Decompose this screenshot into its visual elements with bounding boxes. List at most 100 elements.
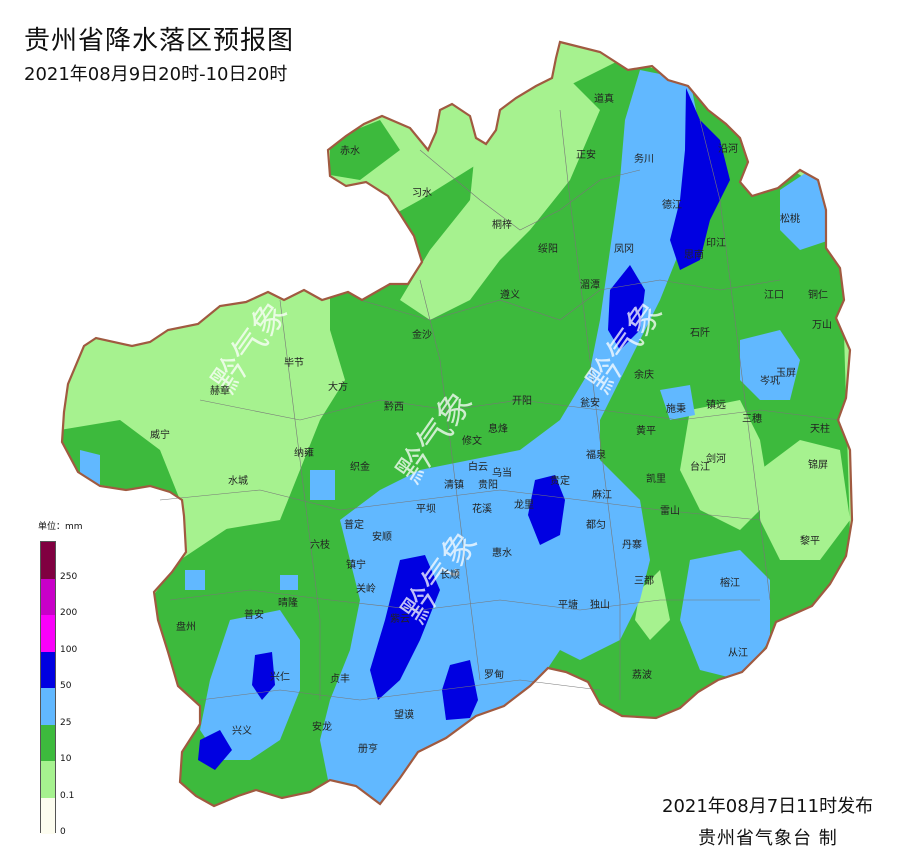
- legend-label: 25: [60, 717, 72, 728]
- legend-swatch: [41, 688, 55, 725]
- place-label: 思南: [684, 248, 704, 261]
- rain-50-100-zone-xingyi: [198, 730, 232, 770]
- place-label: 花溪: [472, 502, 492, 515]
- place-label: 长顺: [440, 569, 460, 581]
- place-label: 道真: [594, 92, 614, 105]
- rain-0.1-10-pocket-east: [680, 400, 770, 530]
- place-label: 福泉: [586, 448, 606, 461]
- place-label: 麻江: [592, 488, 612, 501]
- place-label: 龙里: [514, 498, 534, 511]
- place-label: 赫章: [210, 384, 230, 397]
- legend-swatch: [41, 724, 55, 761]
- place-label: 纳雍: [294, 446, 314, 459]
- place-label: 余庆: [634, 368, 654, 381]
- rain-0.1-10-pocket-south: [635, 570, 670, 640]
- place-label: 六枝: [310, 538, 330, 551]
- place-label: 盘州: [176, 620, 196, 633]
- place-label: 赤水: [340, 145, 360, 157]
- place-labels: 道真 赤水 习水 正安 务川 沿河 德江 松桃 桐梓 绥阳 凤冈 印江 思南 湄…: [150, 92, 832, 755]
- place-label: 镇远: [706, 398, 726, 411]
- legend-label: 0.1: [60, 790, 75, 801]
- map-title: 贵州省降水落区预报图: [24, 26, 295, 56]
- place-label: 桐梓: [492, 218, 512, 231]
- place-label: 独山: [590, 598, 610, 611]
- place-label: 关岭: [356, 582, 376, 595]
- place-label: 乌当: [492, 466, 512, 479]
- place-label: 沿河: [718, 143, 738, 155]
- place-label: 开阳: [512, 395, 532, 407]
- place-label: 紫云: [390, 613, 410, 625]
- place-label: 贵阳: [478, 478, 498, 491]
- rain-25-50-zone-songtao: [780, 170, 830, 250]
- place-label: 三穗: [742, 412, 762, 425]
- place-label: 金沙: [412, 328, 432, 341]
- place-label: 息烽: [488, 422, 508, 435]
- place-label: 天柱: [810, 422, 830, 435]
- place-label: 荔波: [632, 668, 652, 681]
- place-label: 安顺: [372, 530, 392, 543]
- place-label: 黎平: [800, 534, 820, 547]
- legend-swatch: [41, 651, 55, 688]
- rain-25-50-zone-shibing: [660, 385, 695, 420]
- place-label: 丹寨: [622, 538, 642, 551]
- place-label: 岑巩: [760, 375, 780, 387]
- place-label: 松桃: [780, 212, 800, 225]
- place-label: 兴仁: [270, 671, 290, 683]
- place-label: 普安: [244, 608, 264, 621]
- place-label: 清镇: [444, 478, 464, 491]
- place-label: 三都: [634, 575, 654, 587]
- rain-50-100-zone-luodian: [442, 660, 478, 720]
- legend-label: 50: [60, 681, 72, 691]
- place-label: 水城: [228, 475, 248, 487]
- legend-swatch: [41, 578, 55, 615]
- place-label: 惠水: [492, 546, 512, 559]
- place-label: 黔西: [384, 400, 404, 413]
- place-label: 修文: [462, 434, 482, 447]
- place-label: 万山: [812, 319, 832, 331]
- place-label: 瓮安: [580, 396, 600, 409]
- place-label: 印江: [706, 237, 726, 249]
- legend-label: 250: [60, 571, 78, 582]
- place-label: 晴隆: [278, 596, 298, 609]
- place-label: 剑河: [706, 452, 726, 465]
- map-subtitle: 2021年08月9日20时-10日20时: [24, 64, 288, 85]
- place-label: 正安: [576, 148, 596, 161]
- legend-colorbar: [40, 541, 56, 834]
- place-label: 织金: [350, 460, 370, 473]
- rain-25-50-zone-qinglong: [280, 575, 298, 590]
- issued-time: 2021年08月7日11时发布: [662, 796, 874, 817]
- legend-label: 200: [60, 608, 78, 618]
- rain-50-100-zone-dejiang: [670, 88, 730, 270]
- place-label: 镇宁: [346, 558, 366, 571]
- place-label: 贞丰: [330, 672, 350, 685]
- place-label: 安龙: [312, 720, 332, 733]
- place-label: 习水: [412, 187, 432, 199]
- county-boundaries: [159, 109, 841, 701]
- legend-label: 0: [60, 827, 66, 837]
- place-label: 务川: [634, 152, 654, 165]
- place-label: 都匀: [586, 519, 606, 531]
- place-label: 江口: [764, 289, 784, 301]
- place-label: 大方: [328, 380, 348, 393]
- place-label: 黄平: [636, 424, 656, 437]
- place-label: 兴义: [232, 725, 252, 737]
- issuing-agency: 贵州省气象台 制: [698, 828, 838, 849]
- place-label: 施秉: [666, 402, 686, 415]
- legend-unit: 单位：mm: [38, 522, 83, 532]
- place-label: 遵义: [500, 288, 520, 301]
- place-label: 平塘: [558, 598, 578, 611]
- place-label: 台江: [690, 460, 710, 473]
- place-label: 贵定: [550, 474, 570, 487]
- rain-25-50-zone-rongjiang: [680, 550, 770, 680]
- legend-swatch: [41, 615, 55, 652]
- rain-50-100-zone-xingren: [252, 652, 275, 700]
- place-label: 玉屏: [776, 367, 796, 379]
- legend-swatch: [41, 542, 55, 579]
- place-label: 凯里: [646, 472, 666, 485]
- rain-25-50-zone-zhijin: [310, 470, 335, 500]
- place-label: 罗甸: [484, 668, 504, 681]
- legend-label: 100: [60, 644, 78, 655]
- legend-swatch: [41, 761, 55, 798]
- place-label: 平坝: [416, 503, 436, 515]
